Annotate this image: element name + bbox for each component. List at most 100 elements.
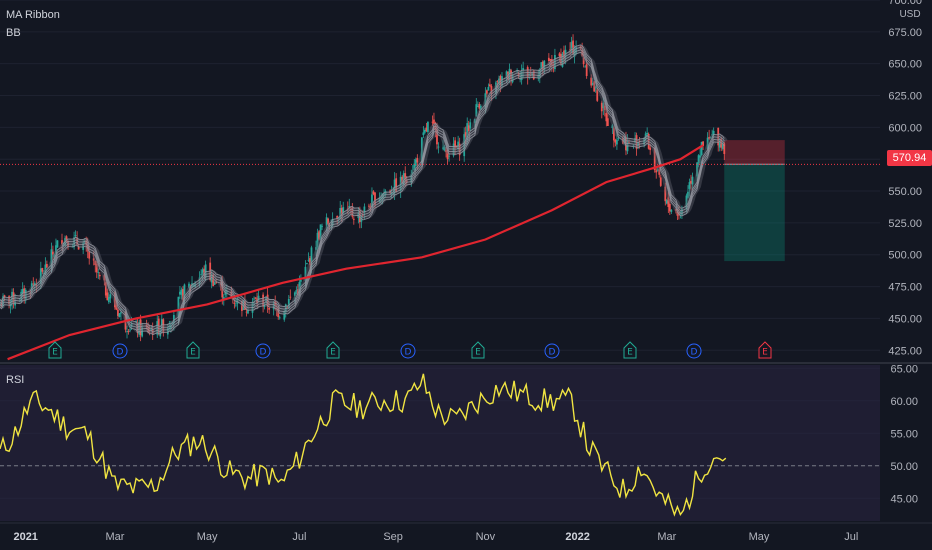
candle-body: [602, 102, 605, 109]
candle-body: [272, 303, 275, 310]
candle-body: [655, 170, 658, 173]
candle-body: [600, 102, 603, 112]
candle-body: [109, 294, 112, 299]
candle-body: [286, 307, 289, 308]
ma200-line: [7, 144, 704, 361]
price-tick-label: 650.00: [888, 59, 922, 71]
candle-body: [593, 81, 596, 92]
dividend-marker: D: [112, 343, 128, 359]
rsi-band: [0, 365, 880, 521]
candle-body: [528, 74, 531, 75]
price-tick-label: 525.00: [888, 218, 922, 230]
candle-body: [328, 224, 331, 226]
earnings-icon: [186, 341, 200, 359]
candle-body: [50, 249, 53, 268]
rsi-axis[interactable]: 65.00 60.00 55.00 50.00 45.00: [890, 363, 918, 505]
candle-body: [74, 235, 77, 237]
candle-body: [467, 125, 470, 131]
candle-body: [106, 292, 109, 301]
candle-body: [380, 197, 382, 200]
candle-body: [659, 177, 662, 186]
earnings-icon: [471, 341, 485, 359]
candle-body: [171, 322, 174, 324]
candle-body: [569, 49, 571, 51]
ma-ribbon-label[interactable]: MA Ribbon: [6, 9, 60, 21]
candle-body: [401, 176, 404, 184]
event-marker-label: D: [260, 348, 267, 358]
candle-body: [404, 173, 407, 180]
candle-body: [674, 209, 677, 211]
candle-body: [257, 295, 260, 301]
candle-body: [688, 182, 691, 189]
candle-body: [422, 132, 425, 136]
candle-body: [623, 139, 626, 143]
position-stop-zone[interactable]: [724, 140, 785, 165]
candle-body: [697, 155, 700, 165]
candle-body: [35, 284, 38, 287]
time-axis[interactable]: 2021 Mar May Jul Sep Nov 2022 Mar May Jul: [13, 531, 858, 543]
candle-body: [126, 331, 128, 333]
candle-body: [52, 251, 54, 255]
candle-body: [443, 146, 446, 151]
candle-body: [476, 105, 479, 107]
candle-body: [484, 93, 487, 108]
candle-body: [263, 304, 266, 307]
candle-body: [372, 191, 375, 195]
candle-body: [433, 119, 435, 124]
candle-body: [560, 54, 562, 65]
candle-body: [706, 137, 709, 149]
candle-body: [358, 210, 361, 223]
candle-body: [723, 143, 726, 155]
candle-body: [466, 123, 469, 140]
candle-body: [445, 149, 447, 153]
candle-body: [628, 141, 630, 143]
candle-body: [517, 72, 520, 77]
candle-body: [718, 139, 721, 148]
candle-body: [348, 205, 351, 208]
candle-body: [392, 192, 395, 194]
candle-body: [76, 237, 79, 245]
candle-body: [293, 292, 296, 296]
candle-body: [203, 268, 206, 276]
candle-body: [436, 129, 438, 145]
candle-body: [511, 74, 514, 83]
earnings-marker: E: [186, 341, 200, 359]
position-target-zone[interactable]: [724, 164, 785, 262]
candle-body: [107, 297, 110, 303]
candle-body: [200, 274, 202, 276]
time-tick-label: 2021: [13, 531, 37, 543]
candle-body: [42, 273, 45, 274]
earnings-marker: E: [48, 341, 62, 359]
candle-body: [39, 268, 42, 284]
candle-body: [413, 163, 416, 171]
candle-body: [278, 317, 281, 319]
time-tick-label: May: [197, 531, 218, 543]
candle-body: [369, 206, 372, 209]
candle-body: [117, 309, 119, 316]
dividend-icon: [255, 343, 271, 359]
candle-body: [581, 49, 584, 56]
price-tick-label: 600.00: [888, 122, 922, 134]
event-marker-label: D: [405, 348, 412, 358]
candle-body: [215, 282, 218, 284]
candle-body: [634, 138, 636, 143]
candle-body: [454, 140, 457, 148]
candle-body: [431, 121, 434, 123]
bb-label[interactable]: BB: [6, 27, 21, 39]
price-axis[interactable]: 700.00675.00650.00625.00600.00575.00550.…: [888, 0, 922, 357]
candle-body: [233, 302, 236, 304]
candle-body: [221, 281, 224, 298]
price-tick-label: 675.00: [888, 27, 922, 39]
candle-body: [448, 155, 450, 157]
ribbon-line: [0, 49, 725, 333]
candle-body: [204, 264, 207, 278]
candle-body: [120, 312, 122, 314]
rsi-label[interactable]: RSI: [6, 374, 25, 386]
candle-body: [225, 290, 228, 294]
candle-body: [434, 125, 437, 130]
candle-body: [53, 254, 56, 258]
candle-body: [213, 282, 216, 285]
candle-body: [33, 283, 36, 286]
candle-body: [21, 288, 24, 294]
